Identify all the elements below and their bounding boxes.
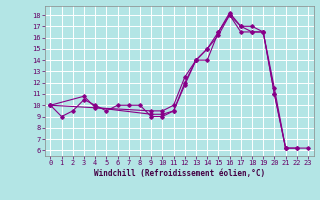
X-axis label: Windchill (Refroidissement éolien,°C): Windchill (Refroidissement éolien,°C): [94, 169, 265, 178]
